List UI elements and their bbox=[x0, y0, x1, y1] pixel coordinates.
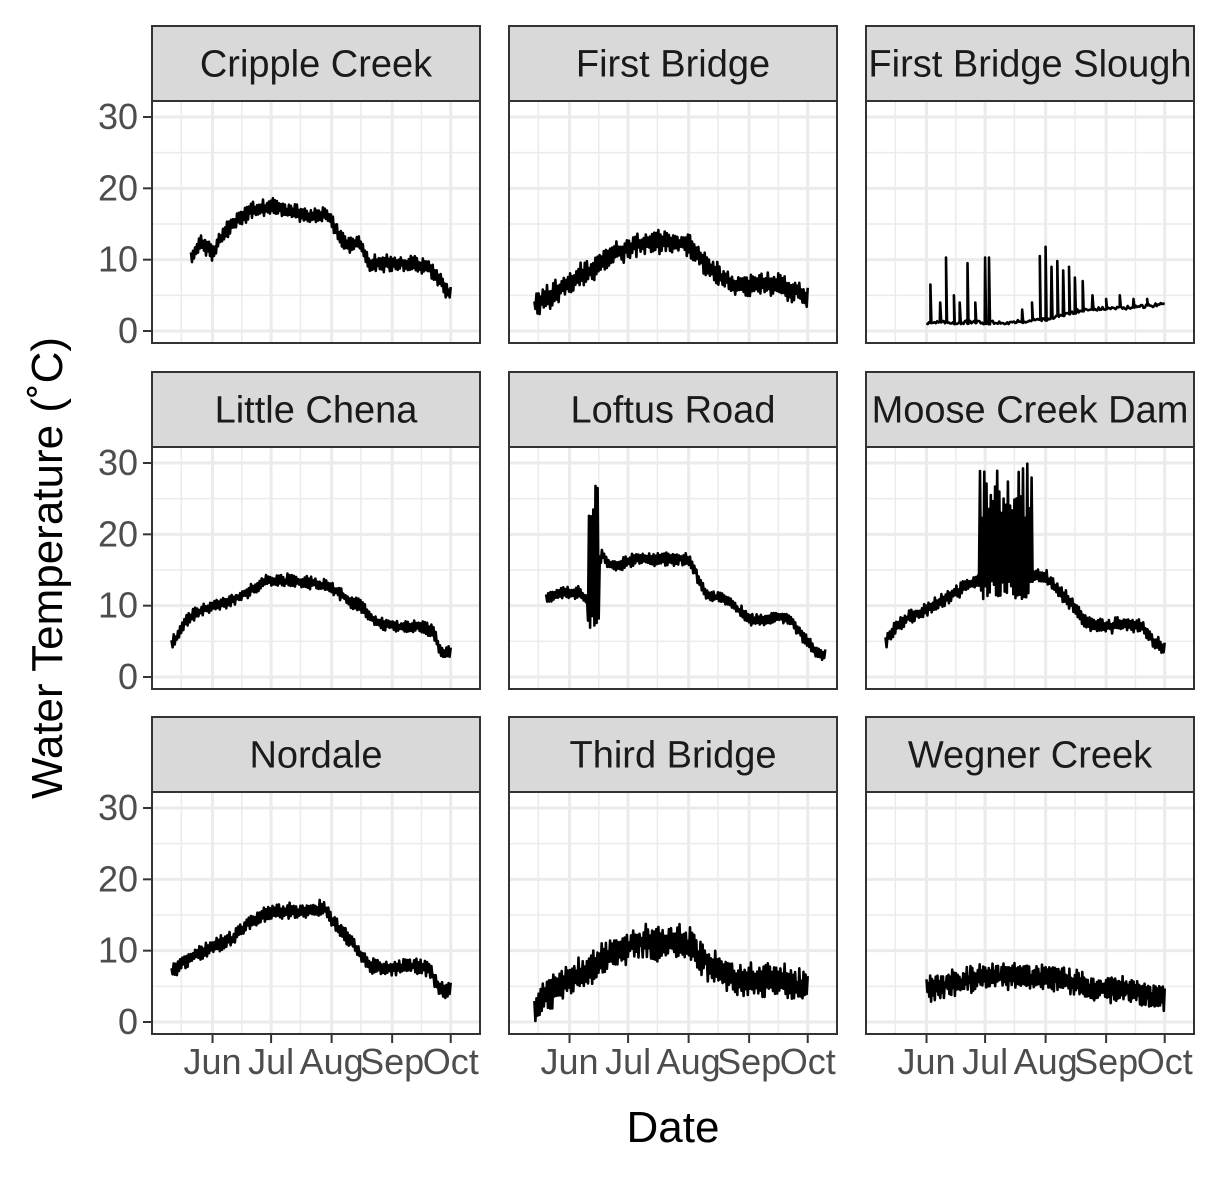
gridlines-first-bridge bbox=[509, 101, 837, 343]
strip-loftus-road bbox=[508, 371, 838, 448]
strip-label-loftus-road: Loftus Road bbox=[571, 390, 776, 432]
strip-label-first-bridge-slough: First Bridge Slough bbox=[868, 44, 1191, 86]
x-tick-label: Sep bbox=[1074, 1041, 1138, 1082]
series-line-little-chena bbox=[170, 572, 452, 659]
x-axis-title: Date bbox=[627, 1103, 720, 1152]
panel-border-first-bridge-slough bbox=[865, 100, 1195, 344]
series-line-nordale bbox=[170, 898, 452, 1000]
strip-third-bridge bbox=[508, 716, 838, 793]
panel-border-wegner-creek bbox=[865, 791, 1195, 1035]
panel-cripple-creek: Cripple Creek 0 10 20 30 bbox=[98, 25, 481, 351]
y-tick-label: 0 bbox=[118, 1001, 138, 1042]
series-line-moose-creek-dam bbox=[884, 462, 1166, 654]
series-line-cripple-creek bbox=[189, 196, 452, 299]
panel-first-bridge-slough: First Bridge Slough bbox=[865, 25, 1195, 344]
plot-bg-first-bridge bbox=[509, 101, 837, 343]
plot-bg-little-chena bbox=[152, 447, 480, 689]
y-tick-label: 0 bbox=[118, 656, 138, 697]
y-axis-title: Water Temperature (˚C) bbox=[23, 337, 72, 799]
panel-border-loftus-road bbox=[508, 446, 838, 690]
strip-label-little-chena: Little Chena bbox=[215, 390, 419, 432]
x-tick-label: Oct bbox=[1137, 1041, 1193, 1082]
plot-bg-first-bridge-slough bbox=[866, 101, 1194, 343]
x-tick-label: Jul bbox=[248, 1041, 294, 1082]
strip-first-bridge bbox=[508, 25, 838, 102]
x-tick-label: Aug bbox=[657, 1041, 721, 1082]
panel-grid: Cripple Creek 0 10 20 30 First Bridge First Br… bbox=[98, 25, 1195, 1082]
x-tick-label: Aug bbox=[300, 1041, 364, 1082]
x-tick-label: Jul bbox=[962, 1041, 1008, 1082]
gridlines-third-bridge bbox=[509, 792, 837, 1034]
y-tick-label: 30 bbox=[98, 442, 138, 483]
x-tick-label: Oct bbox=[423, 1041, 479, 1082]
panel-border-little-chena bbox=[151, 446, 481, 690]
panel-moose-creek-dam: Moose Creek Dam bbox=[865, 371, 1195, 690]
y-tick-label: 30 bbox=[98, 787, 138, 828]
x-tick-label: Oct bbox=[780, 1041, 836, 1082]
strip-label-nordale: Nordale bbox=[249, 735, 382, 777]
x-tick-label: Aug bbox=[1014, 1041, 1078, 1082]
gridlines-nordale bbox=[152, 792, 480, 1034]
x-tick-label: Jun bbox=[184, 1041, 242, 1082]
y-tick-label: 30 bbox=[98, 96, 138, 137]
y-tick-label: 10 bbox=[98, 930, 138, 971]
strip-label-cripple-creek: Cripple Creek bbox=[200, 44, 433, 86]
plot-bg-loftus-road bbox=[509, 447, 837, 689]
panel-border-first-bridge bbox=[508, 100, 838, 344]
panel-little-chena: Little Chena 0 10 20 30 bbox=[98, 371, 481, 697]
panel-first-bridge: First Bridge bbox=[508, 25, 838, 344]
x-tick-label: Jun bbox=[541, 1041, 599, 1082]
series-line-first-bridge-slough bbox=[925, 245, 1165, 326]
panel-border-moose-creek-dam bbox=[865, 446, 1195, 690]
strip-label-first-bridge: First Bridge bbox=[576, 44, 770, 86]
panel-border-third-bridge bbox=[508, 791, 838, 1035]
x-tick-label: Jul bbox=[605, 1041, 651, 1082]
strip-moose-creek-dam bbox=[865, 371, 1195, 448]
y-tick-label: 0 bbox=[118, 310, 138, 351]
x-tick-label: Sep bbox=[717, 1041, 781, 1082]
panel-border-cripple-creek bbox=[151, 100, 481, 344]
strip-wegner-creek bbox=[865, 716, 1195, 793]
y-tick-label: 20 bbox=[98, 858, 138, 899]
strip-little-chena bbox=[151, 371, 481, 448]
series-line-loftus-road bbox=[544, 484, 827, 662]
y-tick-label: 20 bbox=[98, 167, 138, 208]
series-line-first-bridge bbox=[533, 228, 809, 316]
y-tick-label: 20 bbox=[98, 513, 138, 554]
x-tick-label: Jun bbox=[898, 1041, 956, 1082]
panel-loftus-road: Loftus Road bbox=[508, 371, 838, 690]
gridlines-loftus-road bbox=[509, 447, 837, 689]
panel-border-nordale bbox=[151, 791, 481, 1035]
series-line-third-bridge bbox=[533, 922, 809, 1023]
y-tick-label: 10 bbox=[98, 585, 138, 626]
x-tick-label: Sep bbox=[360, 1041, 424, 1082]
strip-cripple-creek bbox=[151, 25, 481, 102]
strip-label-moose-creek-dam: Moose Creek Dam bbox=[872, 390, 1189, 432]
gridlines-little-chena bbox=[152, 447, 480, 689]
strip-first-bridge-slough bbox=[865, 25, 1195, 102]
strip-label-wegner-creek: Wegner Creek bbox=[908, 735, 1153, 777]
strip-label-third-bridge: Third Bridge bbox=[570, 735, 777, 777]
y-tick-label: 10 bbox=[98, 239, 138, 280]
series-line-wegner-creek bbox=[925, 961, 1166, 1013]
